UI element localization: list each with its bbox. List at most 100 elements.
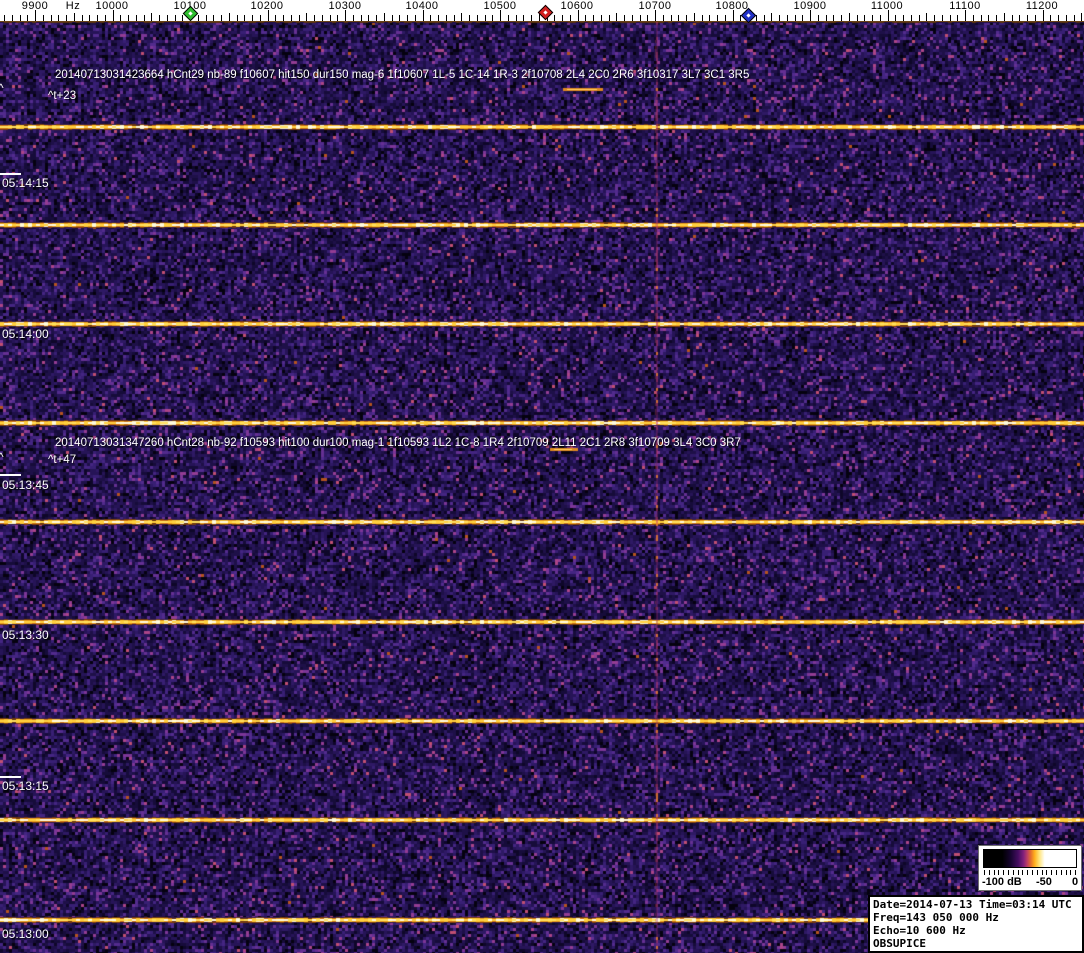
freq-tick <box>82 15 83 21</box>
freq-tick <box>926 13 927 21</box>
freq-tick <box>686 15 687 21</box>
freq-label: 10500 <box>483 0 516 12</box>
freq-tick <box>632 15 633 21</box>
freq-tick <box>779 15 780 21</box>
freq-tick <box>291 15 292 21</box>
freq-tick <box>1035 15 1036 21</box>
freq-tick <box>469 15 470 21</box>
colorbar-label-mid: -50 <box>1036 876 1052 888</box>
freq-tick <box>237 15 238 21</box>
freq-tick <box>461 13 462 21</box>
freq-tick <box>27 15 28 21</box>
freq-tick <box>260 15 261 21</box>
freq-tick <box>492 15 493 21</box>
freq-tick <box>981 15 982 21</box>
freq-label: 10700 <box>638 0 671 12</box>
colorbar-tick <box>1051 870 1052 875</box>
freq-tick <box>454 15 455 21</box>
freq-tick <box>523 15 524 21</box>
freq-tick <box>725 15 726 21</box>
freq-tick <box>485 15 486 21</box>
freq-tick <box>167 15 168 21</box>
spectrogram-canvas[interactable] <box>0 22 1084 953</box>
freq-tick <box>299 15 300 21</box>
freq-tick <box>182 15 183 21</box>
freq-tick <box>361 15 362 21</box>
info-line-date: Date=2014-07-13 Time=03:14 UTC <box>873 898 1079 911</box>
freq-label: 10600 <box>560 0 593 12</box>
freq-tick <box>66 15 67 21</box>
colorbar-tick <box>1003 870 1004 875</box>
freq-tick <box>136 15 137 21</box>
event-annotation: 20140713031423664 hCnt29 nb-89 f10607 hi… <box>55 69 749 81</box>
freq-tick <box>74 13 75 21</box>
colorbar-tick <box>1008 870 1009 875</box>
freq-tick <box>159 15 160 21</box>
freq-tick <box>833 15 834 21</box>
freq-tick <box>671 15 672 21</box>
freq-tick <box>957 15 958 21</box>
freq-tick <box>198 15 199 21</box>
freq-tick <box>477 15 478 21</box>
freq-tick <box>43 15 44 21</box>
freq-label: 9900 <box>22 0 48 12</box>
freq-tick <box>570 15 571 21</box>
info-line-freq: Freq=143 050 000 Hz <box>873 911 1079 924</box>
freq-label: 11200 <box>1026 0 1058 12</box>
freq-tick <box>89 15 90 21</box>
freq-tick <box>128 15 129 21</box>
freq-tick <box>640 15 641 21</box>
freq-tick <box>229 13 230 21</box>
freq-tick <box>353 15 354 21</box>
freq-tick <box>144 15 145 21</box>
freq-tick <box>151 13 152 21</box>
freq-tick <box>1050 15 1051 21</box>
colorbar-tick <box>998 870 999 875</box>
colorbar-tick <box>1075 870 1076 875</box>
freq-tick <box>12 15 13 21</box>
freq-tick <box>996 15 997 21</box>
freq-tick <box>330 15 331 21</box>
time-label: 05:14:00 <box>2 327 49 341</box>
freq-tick <box>407 15 408 21</box>
freq-tick <box>120 15 121 21</box>
freq-tick <box>97 15 98 21</box>
freq-tick <box>1019 15 1020 21</box>
freq-tick <box>384 13 385 21</box>
time-tick <box>0 173 21 175</box>
freq-tick <box>895 15 896 21</box>
colorbar-label-max: 0 <box>1072 876 1078 888</box>
freq-label: 10800 <box>715 0 748 12</box>
freq-tick <box>702 15 703 21</box>
freq-label: 10300 <box>328 0 361 12</box>
freq-tick <box>51 15 52 21</box>
info-line-station: OBSUPICE <box>873 937 1079 950</box>
freq-tick <box>105 15 106 21</box>
freq-tick <box>624 15 625 21</box>
freq-tick <box>206 15 207 21</box>
freq-tick <box>399 15 400 21</box>
freq-tick <box>678 15 679 21</box>
freq-tick <box>306 13 307 21</box>
freq-tick <box>771 13 772 21</box>
colorbar-legend: -100 dB -50 0 <box>978 845 1082 891</box>
time-tick <box>0 474 21 476</box>
freq-tick <box>1058 15 1059 21</box>
freq-tick <box>221 15 222 21</box>
freq-tick <box>764 15 765 21</box>
freq-tick <box>857 15 858 21</box>
red-diamond-marker-icon[interactable] <box>538 5 554 21</box>
freq-tick <box>911 15 912 21</box>
event-annotation: ^t+47 <box>48 454 76 466</box>
spectrogram-screen: 9900Hz1000010100102001030010400105001060… <box>0 0 1084 953</box>
colorbar-tick <box>1018 870 1019 875</box>
freq-tick <box>337 15 338 21</box>
time-label: 05:13:30 <box>2 628 49 642</box>
freq-tick <box>903 15 904 21</box>
freq-tick <box>756 15 757 21</box>
freq-tick <box>1074 15 1075 21</box>
freq-tick <box>616 13 617 21</box>
freq-tick <box>988 15 989 21</box>
freq-tick <box>554 15 555 21</box>
freq-tick <box>609 15 610 21</box>
